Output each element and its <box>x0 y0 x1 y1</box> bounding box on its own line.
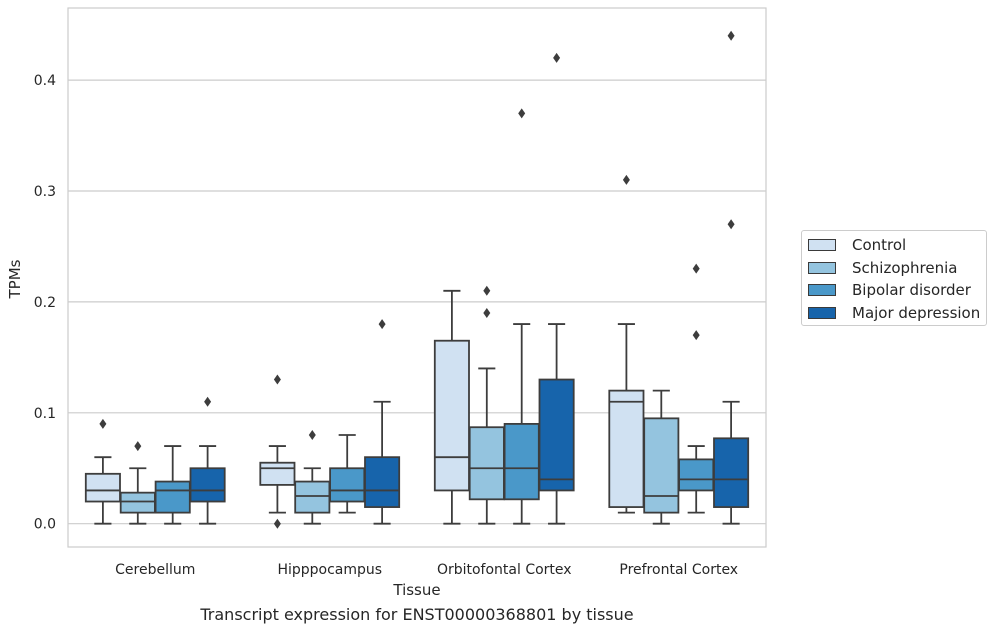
box-control <box>259 374 296 529</box>
legend-label-control: Control <box>852 236 907 254</box>
outlier-point <box>308 429 316 440</box>
outlier-point <box>378 319 386 330</box>
box-body <box>189 467 226 503</box>
box-major-depression <box>189 396 226 525</box>
outlier-point <box>518 108 526 119</box>
box-control <box>433 289 470 525</box>
box-schizophrenia <box>468 285 505 525</box>
box-body <box>643 417 680 514</box>
box-body <box>364 456 401 508</box>
y-tick-label: 0.1 <box>34 406 56 422</box>
box-bipolar-disorder <box>678 263 715 514</box>
box-body <box>119 491 156 514</box>
outlier-point <box>692 330 700 341</box>
box-body <box>294 480 331 514</box>
outlier-point <box>99 418 107 429</box>
legend-item-major-depression: Major depression <box>808 303 980 323</box>
outlier-point <box>692 263 700 274</box>
box-series <box>84 30 750 529</box>
box-bipolar-disorder <box>503 108 540 525</box>
legend-swatch-control <box>808 239 836 251</box>
box-major-depression <box>713 30 750 525</box>
box-body <box>468 426 505 501</box>
box-bipolar-disorder <box>329 434 366 514</box>
outlier-point <box>727 30 735 41</box>
legend-swatch-schizophrenia <box>808 262 836 274</box>
outlier-point <box>727 219 735 230</box>
box-body <box>538 378 575 492</box>
y-tick-label: 0.4 <box>34 73 56 89</box>
y-tick-label: 0.2 <box>34 295 56 311</box>
box-body <box>329 467 366 503</box>
legend: Control Schizophrenia Bipolar disorder M… <box>801 230 987 326</box>
outlier-point <box>273 518 281 529</box>
box-major-depression <box>538 52 575 525</box>
gridlines <box>68 79 766 525</box>
outlier-point <box>273 374 281 385</box>
box-control <box>608 174 645 514</box>
box-major-depression <box>364 319 401 525</box>
outlier-point <box>483 307 491 318</box>
x-tick-labels: Cerebellum Hipppocampus Orbitofontal Corte… <box>115 562 738 578</box>
x-tick-label: Prefrontal Cortex <box>619 562 738 578</box>
x-tick-label: Orbitofontal Cortex <box>437 562 572 578</box>
legend-item-bipolar-disorder: Bipolar disorder <box>808 280 971 300</box>
x-tick-label: Cerebellum <box>115 562 195 578</box>
box-body <box>259 461 296 486</box>
box-control <box>84 418 121 525</box>
y-tick-label: 0.0 <box>34 517 56 533</box>
box-schizophrenia <box>643 389 680 525</box>
legend-item-schizophrenia: Schizophrenia <box>808 258 957 278</box>
outlier-point <box>134 441 142 452</box>
x-axis-label: Tissue <box>392 581 440 599</box>
outlier-point <box>204 396 212 407</box>
x-tick-label: Hipppocampus <box>277 562 382 578</box>
box-body <box>713 437 750 508</box>
outlier-point <box>483 285 491 296</box>
legend-item-control: Control <box>808 235 906 255</box>
chart-caption: Transcript expression for ENST0000036880… <box>200 605 634 624</box>
y-axis-label: TPMs <box>6 259 24 299</box>
legend-label-bipolar-disorder: Bipolar disorder <box>852 281 971 299</box>
box-body <box>503 422 540 501</box>
outlier-point <box>622 174 630 185</box>
box-body <box>608 389 645 508</box>
box-body <box>84 472 121 503</box>
legend-swatch-bipolar-disorder <box>808 284 836 296</box>
box-body <box>433 339 470 492</box>
y-tick-label: 0.3 <box>34 184 56 200</box>
y-tick-labels: 0.0 0.1 0.2 0.3 0.4 <box>34 73 56 533</box>
box-body <box>678 458 715 492</box>
legend-swatch-major-depression <box>808 307 836 319</box>
legend-label-schizophrenia: Schizophrenia <box>852 259 958 277</box>
legend-label-major-depression: Major depression <box>852 304 981 322</box>
box-body <box>154 480 191 514</box>
outlier-point <box>553 52 561 63</box>
